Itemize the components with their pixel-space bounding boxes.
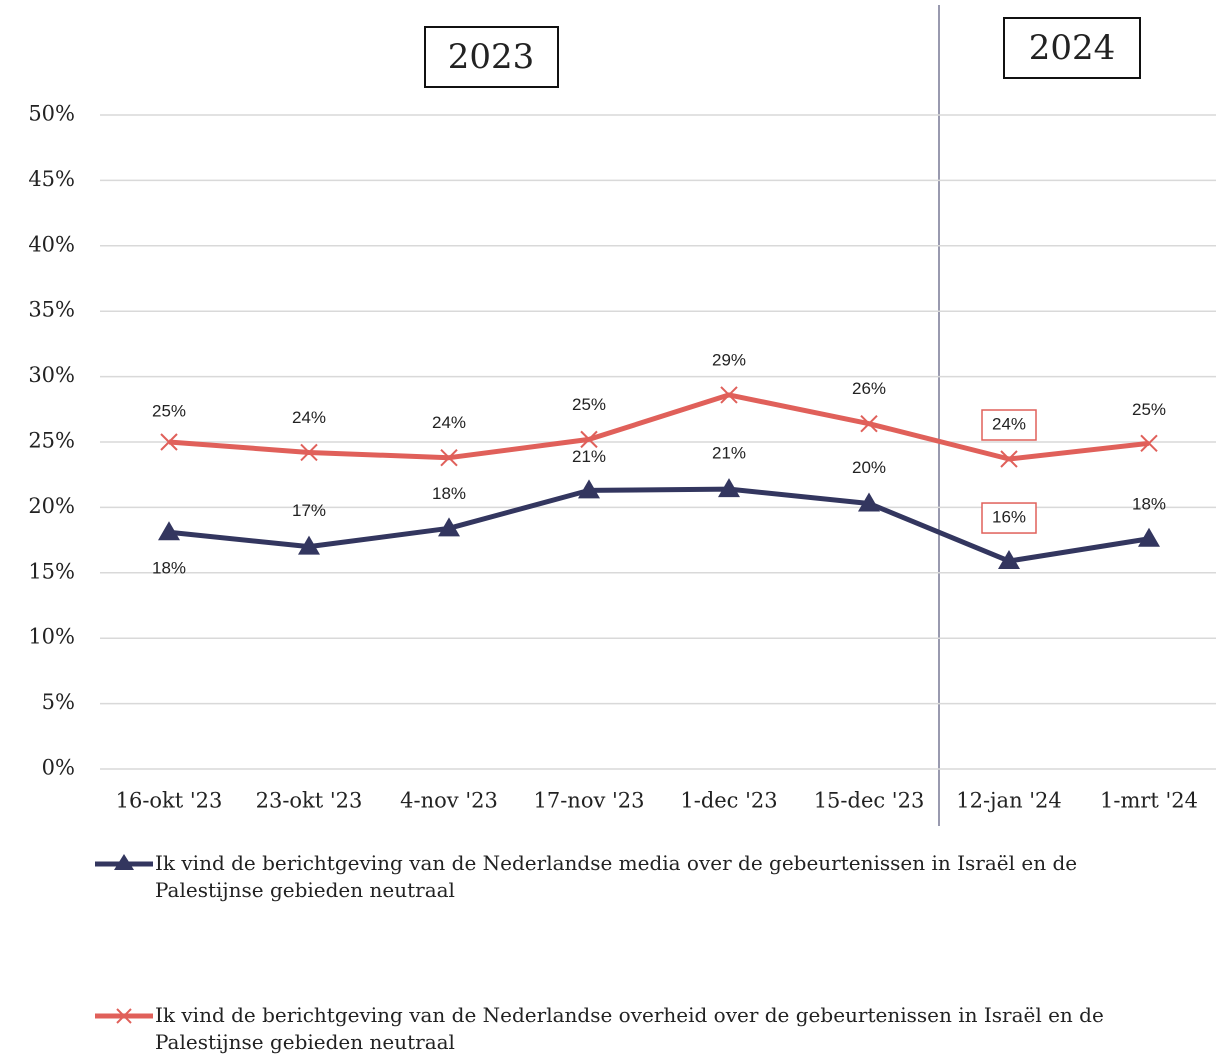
x-tick-label: 23-okt '23 bbox=[256, 789, 363, 813]
data-label: 26% bbox=[852, 379, 886, 398]
legend-entry: Ik vind de berichtgeving van de Nederlan… bbox=[95, 1002, 1195, 1056]
x-tick-label: 1-dec '23 bbox=[680, 789, 777, 813]
marker bbox=[1000, 450, 1018, 468]
data-label: 16% bbox=[992, 508, 1026, 527]
data-label: 18% bbox=[152, 559, 186, 578]
data-label: 25% bbox=[572, 395, 606, 414]
marker bbox=[438, 517, 460, 537]
marker bbox=[998, 550, 1020, 570]
legend-label: Ik vind de berichtgeving van de Nederlan… bbox=[155, 851, 1078, 902]
data-label: 25% bbox=[1132, 400, 1166, 419]
marker bbox=[580, 430, 598, 449]
x-tick-label: 12-jan '24 bbox=[956, 789, 1062, 813]
label-box bbox=[981, 409, 1037, 441]
x-tick-label: 1-mrt '24 bbox=[1100, 789, 1198, 813]
marker bbox=[160, 433, 178, 451]
legend-marker bbox=[95, 1008, 153, 1024]
marker bbox=[300, 443, 318, 462]
y-tick-label: 25% bbox=[28, 429, 75, 453]
legend-entry: Ik vind de berichtgeving van de Nederlan… bbox=[95, 850, 1195, 904]
marker bbox=[298, 535, 320, 555]
marker bbox=[440, 448, 458, 467]
y-tick-label: 40% bbox=[28, 232, 75, 256]
x-tick-label: 16-okt '23 bbox=[116, 789, 223, 813]
data-label: 24% bbox=[292, 408, 326, 427]
data-label: 29% bbox=[712, 350, 746, 369]
y-tick-label: 45% bbox=[28, 167, 75, 191]
data-label: 21% bbox=[572, 447, 606, 466]
data-label: 21% bbox=[712, 444, 746, 463]
x-tick-label: 4-nov '23 bbox=[400, 789, 498, 813]
y-tick-label: 35% bbox=[28, 298, 75, 322]
label-box bbox=[981, 502, 1037, 534]
data-label: 17% bbox=[292, 501, 326, 520]
year-box bbox=[424, 26, 559, 88]
annotation: 2024 bbox=[1029, 28, 1116, 68]
annotation: 2023 bbox=[448, 37, 535, 77]
data-label: 20% bbox=[852, 458, 886, 477]
y-tick-label: 50% bbox=[28, 102, 75, 126]
y-tick-label: 30% bbox=[28, 363, 75, 387]
chart: 2023 2024 0% 5% 10% 15% 20% 25% 30% 35% 40% 45% 50… bbox=[28, 5, 1216, 826]
y-tick-label: 10% bbox=[28, 625, 75, 649]
marker bbox=[1140, 434, 1158, 453]
legend-marker bbox=[95, 854, 153, 870]
data-label: 25% bbox=[152, 401, 186, 420]
marker bbox=[578, 479, 600, 499]
marker bbox=[720, 386, 738, 404]
data-label: 24% bbox=[432, 413, 466, 432]
y-tick-label: 0% bbox=[42, 756, 75, 780]
marker bbox=[1138, 527, 1160, 547]
y-tick-label: 15% bbox=[28, 559, 75, 583]
y-tick-label: 5% bbox=[42, 690, 75, 714]
data-label: 18% bbox=[432, 484, 466, 503]
x-tick-label: 17-nov '23 bbox=[533, 789, 644, 813]
marker bbox=[858, 492, 880, 512]
x-tick-label: 15-dec '23 bbox=[814, 789, 925, 813]
marker bbox=[718, 478, 740, 498]
marker bbox=[860, 414, 878, 433]
legend-label: Ik vind de berichtgeving van de Nederlan… bbox=[155, 1003, 1104, 1054]
year-box bbox=[1003, 17, 1141, 79]
marker bbox=[158, 521, 180, 541]
y-tick-label: 20% bbox=[28, 494, 75, 518]
series-line bbox=[168, 392, 1150, 462]
data-label: 18% bbox=[1132, 494, 1166, 513]
data-label: 24% bbox=[992, 414, 1026, 433]
series-line bbox=[168, 486, 1150, 564]
